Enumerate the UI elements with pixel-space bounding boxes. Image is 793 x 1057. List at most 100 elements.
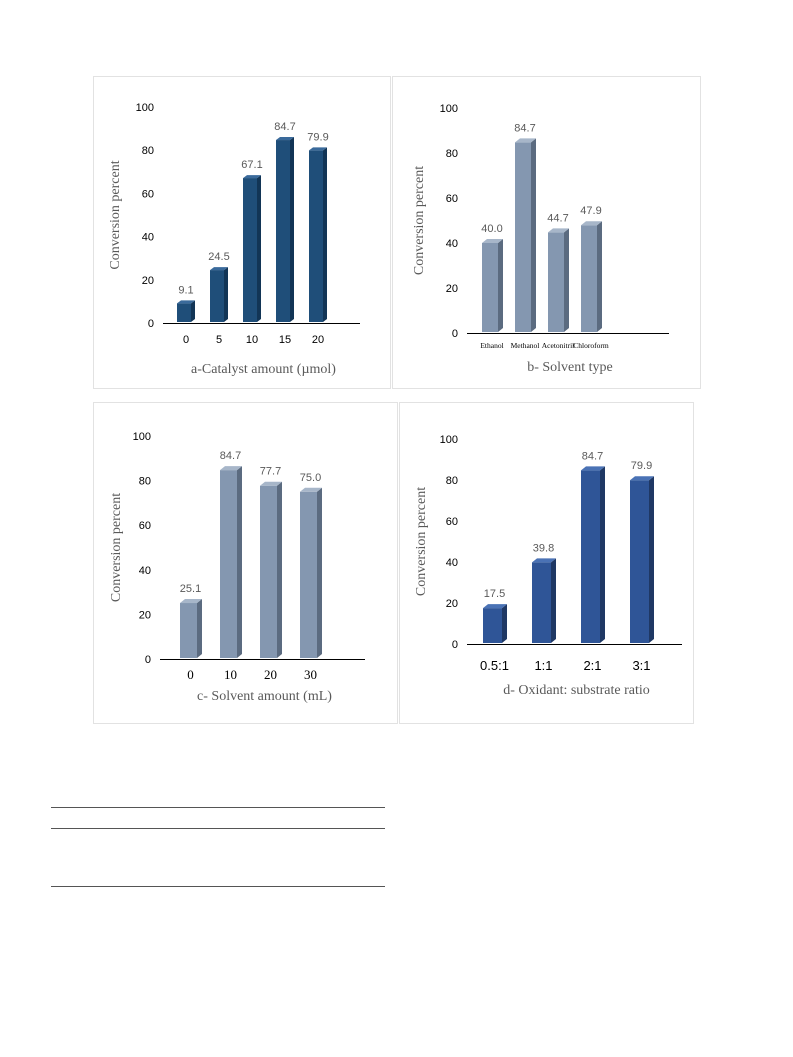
x-tick-label: 20 <box>264 667 277 682</box>
x-tick-label: 2:1 <box>583 658 601 673</box>
x-tick-label: 1:1 <box>534 658 552 673</box>
data-label: 17.5 <box>484 588 505 600</box>
bar-top <box>180 599 202 604</box>
y-tick-label: 80 <box>446 475 458 487</box>
bar-side <box>649 476 654 643</box>
y-tick-label: 80 <box>142 145 154 157</box>
x-axis-label: c- Solvent amount (mL) <box>197 689 332 704</box>
y-tick-label: 40 <box>142 232 154 244</box>
chart-panel-catalyst-amount: 0 20 40 60 80 100 9.1 0 24.5 5 67.1 10 84.7 15 79.9 20 C… <box>93 76 391 389</box>
bar <box>260 481 282 658</box>
solvent-type-chart: 0 20 40 60 80 100 40.0 Ethanol 84.7 Methanol 44.7 A… <box>412 103 669 375</box>
x-tick-label: Acetonitril <box>542 341 575 350</box>
y-tick-label: 60 <box>139 520 151 532</box>
bar-front <box>309 150 323 322</box>
x-axis-label: b- Solvent type <box>527 360 613 375</box>
y-tick-label: 60 <box>446 516 458 528</box>
bar-top <box>243 175 261 179</box>
bar-top <box>515 138 536 143</box>
bar <box>581 466 605 643</box>
bar-front <box>581 225 597 332</box>
bar <box>309 147 327 322</box>
x-tick-label: Methanol <box>511 341 540 350</box>
bar <box>276 137 294 322</box>
bar-side <box>498 239 503 332</box>
bar-side <box>257 175 261 322</box>
bar-top <box>309 147 327 151</box>
data-label: 39.8 <box>533 542 554 554</box>
y-tick-label: 20 <box>142 275 154 287</box>
data-label: 84.7 <box>220 450 241 462</box>
bar-front <box>532 562 551 643</box>
bar-top <box>581 221 602 226</box>
bar <box>532 558 556 643</box>
bar <box>177 300 195 322</box>
bar <box>483 604 507 643</box>
data-label: 24.5 <box>208 251 229 263</box>
bar-front <box>483 608 502 643</box>
divider-line <box>51 807 385 808</box>
y-tick-label: 100 <box>136 102 154 114</box>
chart-panel-oxidant-ratio: 0 20 40 60 80 100 17.5 0.5:1 39.8 1:1 84.7 2:1 79.9 3… <box>399 402 694 724</box>
data-label: 77.7 <box>260 466 281 478</box>
bar-top <box>300 487 322 492</box>
y-tick-label: 0 <box>148 318 154 330</box>
y-axis-label: Conversion percent <box>414 487 429 596</box>
bar-top <box>276 137 294 141</box>
bar-front <box>210 270 224 322</box>
y-tick-label: 80 <box>446 148 458 160</box>
bar <box>243 175 261 322</box>
x-tick-label: 20 <box>312 334 324 346</box>
bar-front <box>300 491 317 658</box>
bar <box>300 487 322 658</box>
bar-top <box>260 481 282 486</box>
bar-top <box>581 466 605 471</box>
data-label: 84.7 <box>274 121 295 133</box>
bar-top <box>548 228 569 233</box>
bar-side <box>290 137 294 322</box>
chart-panel-solvent-amount: 0 20 40 60 80 100 25.1 0 84.7 10 77.7 20 75.0 30 Conve… <box>93 402 398 724</box>
divider-line <box>51 828 385 829</box>
bar <box>482 239 503 332</box>
bar-front <box>220 470 237 658</box>
bar-side <box>323 147 327 322</box>
x-tick-label: 10 <box>246 334 258 346</box>
bar <box>515 138 536 332</box>
bar <box>630 476 654 643</box>
y-tick-label: 40 <box>446 557 458 569</box>
data-label: 75.0 <box>300 472 321 484</box>
y-tick-label: 20 <box>139 609 151 621</box>
x-axis-label: d- Oxidant: substrate ratio <box>503 683 650 698</box>
bar-front <box>260 485 277 658</box>
data-label: 47.9 <box>580 205 601 217</box>
y-tick-label: 60 <box>446 193 458 205</box>
y-tick-label: 40 <box>139 565 151 577</box>
bar <box>210 267 228 322</box>
y-axis-label: Conversion percent <box>412 166 427 275</box>
chart-panel-solvent-type: 0 20 40 60 80 100 40.0 Ethanol 84.7 Methanol 44.7 A… <box>392 76 701 389</box>
x-tick-label: 0 <box>183 334 189 346</box>
oxidant-ratio-chart: 0 20 40 60 80 100 17.5 0.5:1 39.8 1:1 84.7 2:1 79.9 3… <box>414 434 682 698</box>
bar-side <box>600 466 605 643</box>
data-label: 67.1 <box>241 159 262 171</box>
data-label: 44.7 <box>547 212 568 224</box>
bar-top <box>532 558 556 563</box>
solvent-amount-chart: 0 20 40 60 80 100 25.1 0 84.7 10 77.7 20 75.0 30 Conve… <box>109 431 365 704</box>
x-tick-label: 3:1 <box>632 658 650 673</box>
bar-top <box>210 267 228 271</box>
y-tick-label: 60 <box>142 188 154 200</box>
x-tick-label: 0.5:1 <box>480 658 509 673</box>
y-tick-label: 80 <box>139 476 151 488</box>
y-tick-label: 100 <box>440 434 458 446</box>
bar-front <box>630 480 649 643</box>
y-tick-label: 0 <box>452 328 458 340</box>
bar-front <box>548 232 564 332</box>
bar-front <box>276 140 290 322</box>
bar-top <box>482 239 503 243</box>
bar-front <box>482 243 498 332</box>
bar-top <box>177 300 195 304</box>
bar-side <box>237 466 242 658</box>
bar-side <box>551 558 556 643</box>
bar <box>220 466 242 658</box>
bar-side <box>224 267 228 322</box>
